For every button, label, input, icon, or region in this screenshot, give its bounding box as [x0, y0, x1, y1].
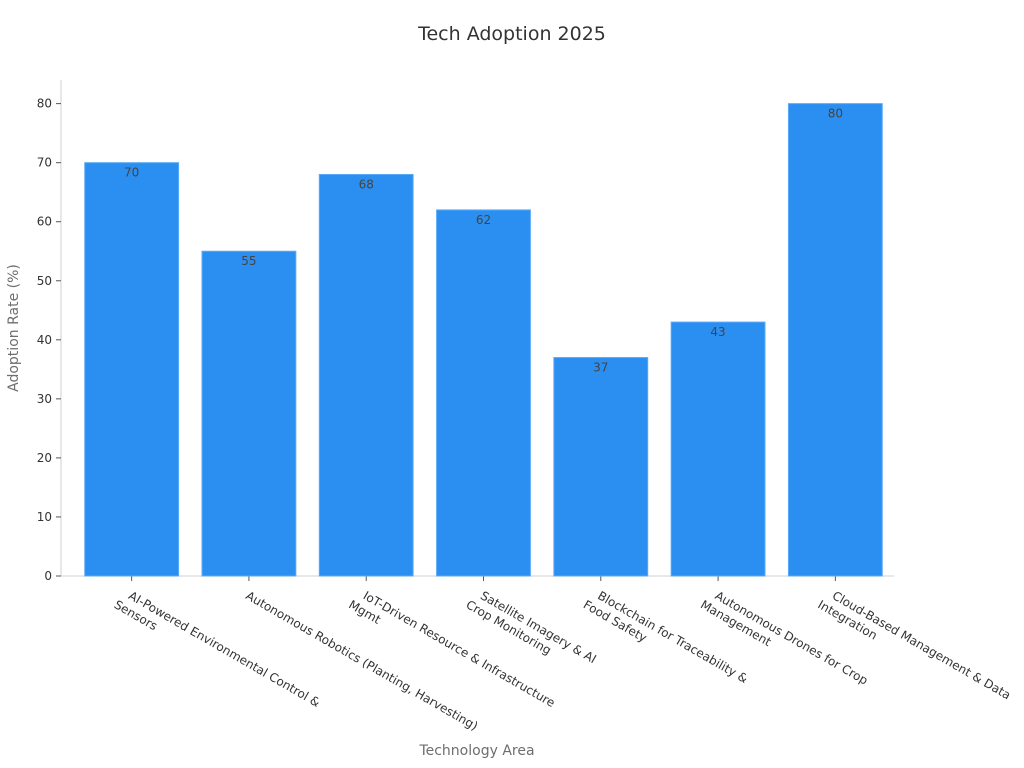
bar-value-label: 62: [476, 213, 491, 227]
bar: [670, 321, 766, 577]
x-tick-label: AI-Powered Environmental Control &Sensor…: [112, 584, 323, 722]
bar: [787, 103, 883, 577]
y-axis-title: Adoption Rate (%): [6, 264, 22, 392]
bar-value-label: 70: [124, 166, 139, 180]
y-tick-label: 20: [37, 451, 52, 465]
chart-title: Tech Adoption 2025: [417, 23, 606, 45]
x-tick-label-line: Cloud-Based Management & Data: [830, 588, 1013, 702]
x-tick-label: IoT-Driven Resource & InfrastructureMgmt: [346, 584, 557, 723]
bar: [201, 250, 297, 577]
bar: [436, 209, 531, 577]
bar-value-label: 80: [828, 107, 843, 121]
x-axis: AI-Powered Environmental Control &Sensor…: [61, 575, 1013, 733]
y-tick-label: 80: [37, 97, 52, 111]
data-labels: 70 55 68 62 37 43 80: [124, 107, 843, 375]
bars: [84, 103, 883, 577]
y-tick-label: 60: [37, 215, 52, 229]
bar: [318, 173, 414, 577]
bar-value-label: 43: [710, 325, 725, 339]
y-tick-label: 50: [37, 274, 52, 288]
bar: [84, 162, 180, 577]
x-tick-label-line: AI-Powered Environmental Control &: [126, 588, 322, 709]
y-tick-label: 70: [37, 156, 52, 170]
x-axis-title: Technology Area: [418, 743, 534, 759]
y-axis: 0 10 20 30 40 50 60 70 80: [37, 80, 62, 583]
y-tick-label: 10: [37, 510, 52, 524]
bar-value-label: 55: [241, 254, 256, 268]
x-tick-label: Cloud-Based Management & DataIntegration: [815, 584, 1013, 715]
bar-value-label: 68: [359, 177, 374, 191]
x-tick-label-line: IoT-Driven Resource & Infrastructure: [361, 588, 558, 710]
y-tick-label: 30: [37, 392, 52, 406]
y-tick-label: 40: [37, 333, 52, 347]
y-tick-label: 0: [44, 569, 52, 583]
bar-value-label: 37: [593, 361, 608, 375]
bar: [553, 357, 649, 577]
